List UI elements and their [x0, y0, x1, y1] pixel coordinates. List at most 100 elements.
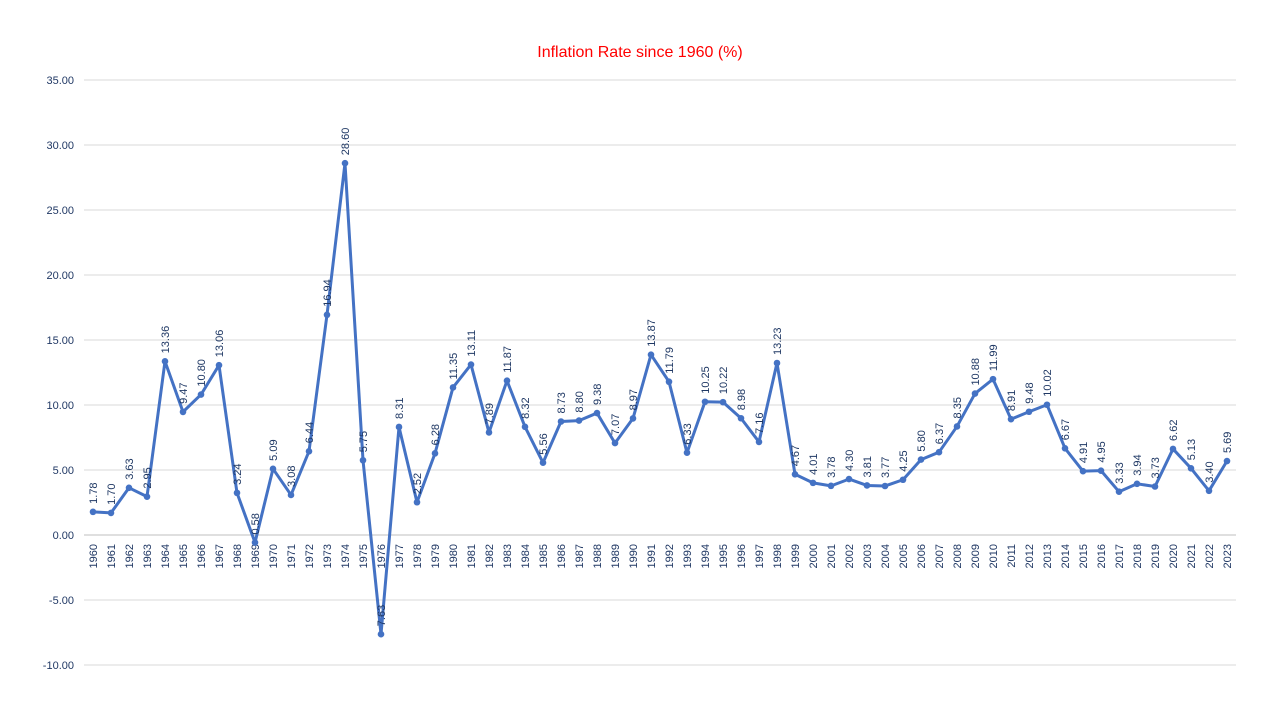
x-tick-label: 2008	[952, 544, 964, 568]
data-label: 10.88	[970, 358, 982, 386]
data-point	[1169, 445, 1177, 453]
x-tick-label: 1986	[556, 544, 568, 568]
data-point	[1187, 465, 1195, 472]
data-point	[1025, 408, 1033, 416]
y-tick-label: 10.00	[46, 400, 74, 412]
data-point	[1133, 480, 1141, 488]
x-tick-label: 2007	[934, 544, 946, 568]
data-point	[1205, 487, 1213, 495]
x-tick-label: 1978	[412, 544, 424, 568]
data-point	[899, 476, 907, 484]
data-label: 6.33	[682, 423, 694, 444]
y-tick-label: 15.00	[46, 335, 74, 347]
data-label: 9.48	[1024, 382, 1036, 403]
x-tick-label: 1984	[520, 544, 532, 568]
data-label: 3.78	[826, 456, 838, 477]
data-point	[269, 465, 277, 473]
x-tick-label: 1976	[376, 544, 388, 568]
y-tick-label: 5.00	[53, 465, 74, 477]
data-label: 13.06	[214, 330, 226, 358]
data-label: 6.67	[1060, 419, 1072, 440]
x-tick-label: 2002	[844, 544, 856, 568]
data-label: 6.62	[1168, 420, 1180, 441]
gridlines	[84, 79, 1236, 666]
x-tick-label: 1999	[790, 544, 802, 568]
data-label: 4.67	[790, 445, 802, 466]
data-point	[485, 429, 493, 436]
data-point	[143, 493, 151, 500]
data-point	[179, 408, 187, 416]
data-label: 3.73	[1150, 457, 1162, 478]
data-point	[665, 378, 673, 386]
x-tick-label: 1977	[394, 544, 406, 568]
data-point	[1061, 444, 1069, 452]
data-label: 7.07	[610, 414, 622, 435]
data-point	[593, 409, 601, 417]
data-label: 11.35	[448, 353, 460, 380]
data-label: 8.98	[736, 389, 748, 410]
data-labels: 1.78 1.70 3.63 2.95 13.36 9.47 10.80 13.06 3.24 0…	[88, 128, 1234, 627]
data-point	[503, 377, 511, 384]
x-tick-label: 1966	[196, 544, 208, 568]
x-tick-label: 2010	[988, 544, 1000, 568]
data-label: 3.94	[1132, 454, 1144, 475]
x-tick-label: 1970	[268, 544, 280, 568]
x-axis-ticks: 1960 1961 1962 1963 1964 1965 1966 1967 1968 1969…	[88, 544, 1234, 568]
data-label: 11.99	[988, 344, 1000, 371]
data-point	[1043, 401, 1051, 409]
chart-title: Inflation Rate since 1960 (%)	[537, 44, 743, 61]
data-point	[521, 423, 529, 431]
x-tick-label: 1988	[592, 544, 604, 568]
data-point	[431, 450, 439, 457]
x-tick-label: 1974	[340, 544, 352, 568]
x-tick-label: 1961	[106, 544, 118, 568]
data-point	[1223, 457, 1231, 465]
x-tick-label: 1995	[718, 544, 730, 568]
x-tick-label: 1989	[610, 544, 622, 568]
data-label: 5.13	[1186, 439, 1198, 460]
data-point	[1079, 467, 1087, 475]
y-tick-label: -5.00	[49, 595, 74, 607]
data-point	[989, 375, 997, 383]
data-label: 4.95	[1096, 441, 1108, 462]
data-label: 3.33	[1114, 462, 1126, 483]
data-label: 7.16	[754, 412, 766, 433]
x-tick-label: 1963	[142, 544, 154, 568]
data-points	[89, 159, 1231, 638]
x-tick-label: 2004	[880, 544, 892, 568]
x-tick-label: 1967	[214, 544, 226, 568]
x-tick-label: 2012	[1024, 544, 1036, 568]
x-tick-label: 2013	[1042, 544, 1054, 568]
data-label: 1.70	[106, 483, 118, 504]
data-point	[881, 482, 889, 490]
x-tick-label: 2009	[970, 544, 982, 568]
data-point	[935, 448, 943, 456]
data-label: 8.32	[520, 397, 532, 418]
x-tick-label: 1960	[88, 544, 100, 568]
data-point	[971, 390, 979, 397]
data-label: 3.77	[880, 457, 892, 478]
data-point	[287, 491, 295, 499]
data-label: 11.79	[664, 347, 676, 374]
data-point	[647, 351, 655, 358]
x-tick-label: 2021	[1186, 544, 1198, 568]
x-tick-label: 1992	[664, 544, 676, 568]
data-point	[413, 498, 421, 506]
data-point	[215, 361, 223, 369]
y-tick-label: 0.00	[53, 530, 74, 542]
x-tick-label: 1979	[430, 544, 442, 568]
data-label: 5.56	[538, 433, 550, 454]
x-tick-label: 1998	[772, 544, 784, 568]
data-label: 10.22	[718, 367, 730, 395]
data-label: 3.40	[1204, 461, 1216, 482]
x-tick-label: 1985	[538, 544, 550, 568]
data-point	[1007, 415, 1015, 423]
data-point	[863, 482, 871, 489]
data-label: 3.81	[862, 456, 874, 477]
data-point	[341, 159, 349, 167]
data-point	[449, 384, 457, 391]
x-tick-label: 2016	[1096, 544, 1108, 568]
y-tick-label: 30.00	[46, 140, 74, 152]
data-label: 10.02	[1042, 369, 1054, 397]
